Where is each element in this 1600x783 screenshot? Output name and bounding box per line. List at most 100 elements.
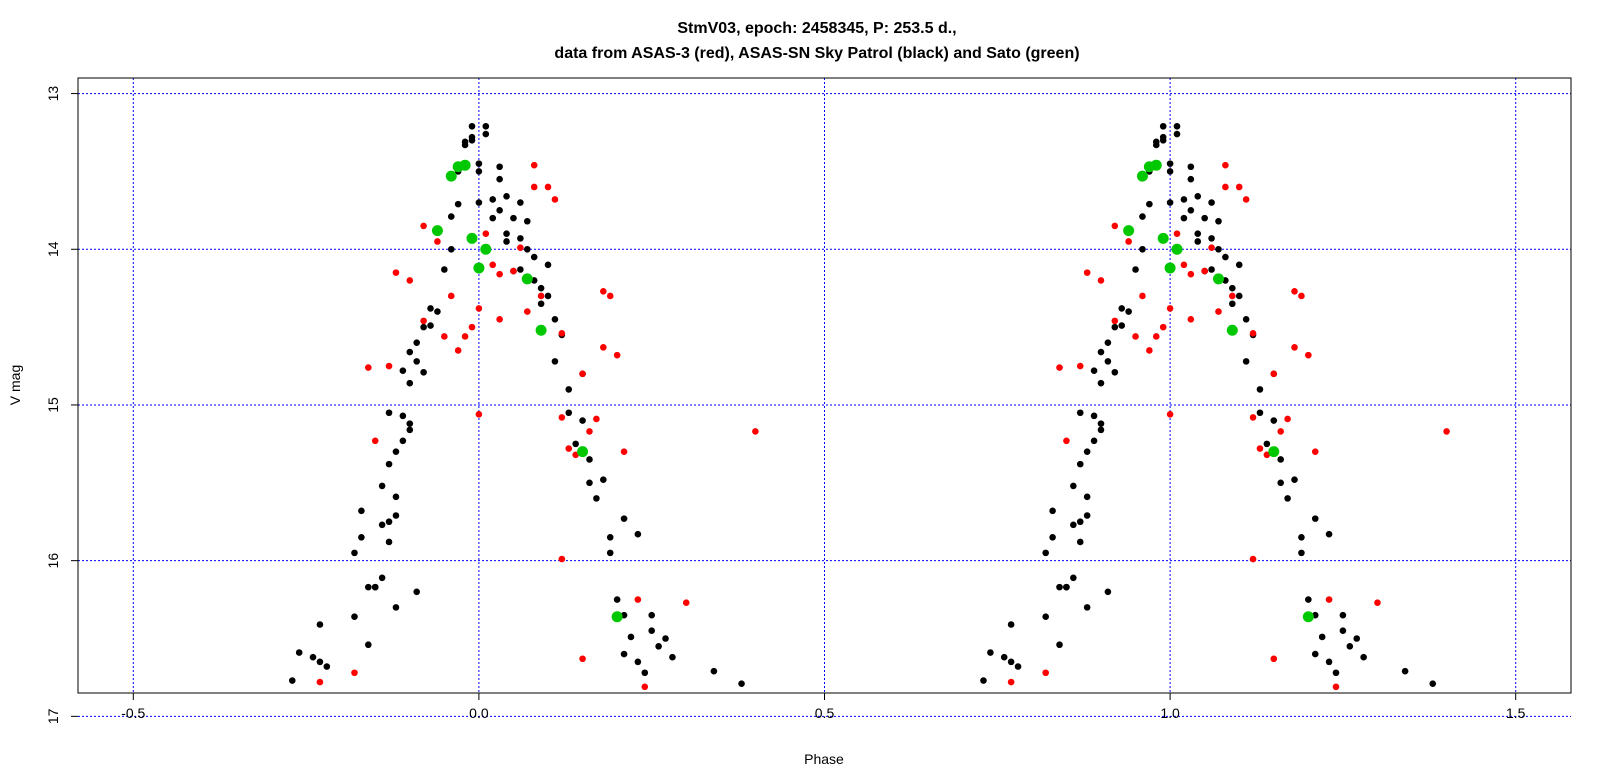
data-point-series-0 [530, 253, 538, 261]
data-point-series-1 [1111, 317, 1119, 325]
data-point-series-1 [1229, 292, 1236, 300]
data-point-series-0 [1159, 122, 1167, 130]
data-point-series-0 [468, 122, 476, 130]
data-point-series-0 [1070, 574, 1077, 582]
data-point-series-0 [1173, 130, 1181, 138]
y-tick-label: 15 [45, 397, 61, 413]
data-point-series-0 [1049, 507, 1056, 515]
data-point-series-0 [1063, 583, 1070, 591]
data-point-series-0 [378, 574, 386, 582]
data-point-series-0 [427, 322, 434, 329]
data-point-series-0 [987, 649, 994, 656]
data-point-series-0 [710, 667, 718, 675]
data-point-series-0 [489, 214, 497, 222]
data-point-series-0 [593, 495, 600, 502]
data-point-series-1 [468, 323, 476, 331]
data-point-series-0 [1076, 460, 1084, 468]
y-tick-label: 14 [45, 241, 61, 257]
data-point-series-0 [385, 460, 393, 468]
data-point-series-0 [420, 323, 427, 331]
data-point-series-1 [579, 370, 586, 378]
data-point-series-0 [482, 130, 490, 138]
data-point-series-2 [1150, 159, 1162, 171]
data-point-series-1 [1166, 305, 1174, 312]
data-point-series-2 [1171, 243, 1183, 255]
data-point-series-0 [1090, 367, 1098, 375]
data-point-series-1 [1097, 277, 1105, 284]
data-point-series-2 [1164, 262, 1176, 274]
data-point-series-0 [1139, 213, 1146, 220]
data-point-series-1 [1443, 428, 1450, 435]
data-point-series-0 [1111, 368, 1119, 376]
data-point-series-1 [1063, 437, 1070, 445]
data-point-series-0 [447, 245, 455, 253]
data-point-series-0 [399, 367, 407, 375]
data-point-series-0 [1201, 214, 1208, 222]
data-point-series-0 [1042, 549, 1049, 557]
data-point-series-0 [1097, 420, 1105, 427]
data-point-series-0 [420, 368, 427, 376]
data-point-series-1 [1125, 238, 1132, 245]
data-point-series-0 [1222, 253, 1229, 261]
data-point-series-0 [351, 549, 358, 557]
data-point-series-0 [1332, 669, 1340, 677]
data-point-series-0 [365, 583, 372, 591]
data-point-series-1 [1325, 596, 1333, 603]
data-point-series-1 [600, 344, 607, 351]
data-point-series-0 [392, 604, 400, 611]
data-point-series-1 [600, 288, 607, 295]
data-point-series-0 [392, 512, 400, 519]
y-axis: 13 14 15 16 17 [45, 86, 78, 724]
data-point-series-1 [1256, 445, 1264, 452]
data-point-series-0 [475, 199, 483, 206]
data-point-series-0 [565, 409, 573, 417]
data-point-series-1 [371, 437, 379, 445]
data-point-series-1 [1056, 364, 1063, 371]
data-point-series-0 [385, 518, 393, 526]
data-point-series-0 [627, 633, 635, 641]
data-point-series-2 [1226, 324, 1238, 336]
data-point-series-0 [399, 412, 407, 420]
data-point-series-2 [611, 611, 623, 623]
data-point-series-0 [1346, 642, 1354, 650]
data-point-series-1 [523, 308, 531, 315]
chart-subtitle: data from ASAS-3 (red), ASAS-SN Sky Patr… [554, 45, 1079, 62]
data-point-series-0 [662, 635, 669, 642]
data-point-series-0 [1256, 386, 1264, 393]
data-point-series-0 [1215, 217, 1222, 225]
data-point-series-0 [620, 515, 628, 522]
data-point-series-1 [1173, 230, 1181, 237]
data-point-series-0 [1104, 358, 1112, 365]
data-point-series-0 [551, 358, 559, 365]
data-point-series-0 [1125, 308, 1132, 315]
data-point-series-0 [1339, 627, 1347, 635]
data-point-series-0 [634, 530, 642, 538]
data-point-series-1 [558, 414, 566, 421]
data-point-series-1 [1291, 344, 1298, 351]
data-point-series-1 [392, 269, 400, 276]
data-point-series-1 [1242, 196, 1250, 203]
data-point-series-1 [434, 238, 441, 245]
data-point-series-0 [413, 588, 420, 596]
data-point-series-0 [385, 538, 393, 546]
data-point-series-0 [1049, 534, 1056, 541]
data-point-series-1 [620, 448, 628, 455]
data-point-series-1 [1139, 292, 1146, 300]
data-point-series-1 [1132, 333, 1139, 340]
x-axis-label: Phase [804, 751, 844, 767]
data-point-series-0 [1166, 199, 1174, 206]
data-point-series-0 [1325, 658, 1333, 666]
data-point-series-0 [510, 214, 517, 222]
data-point-series-0 [1070, 521, 1077, 529]
data-point-series-0 [1339, 611, 1347, 619]
data-point-series-1 [1270, 370, 1278, 378]
data-point-series-0 [669, 653, 676, 661]
data-point-series-1 [420, 317, 427, 325]
data-point-series-1 [1284, 415, 1291, 423]
data-point-series-0 [1242, 316, 1250, 323]
data-point-series-0 [406, 379, 414, 387]
data-point-series-1 [1249, 555, 1257, 563]
data-point-series-0 [413, 339, 420, 346]
data-point-series-0 [1235, 292, 1243, 300]
data-point-series-0 [537, 284, 545, 292]
